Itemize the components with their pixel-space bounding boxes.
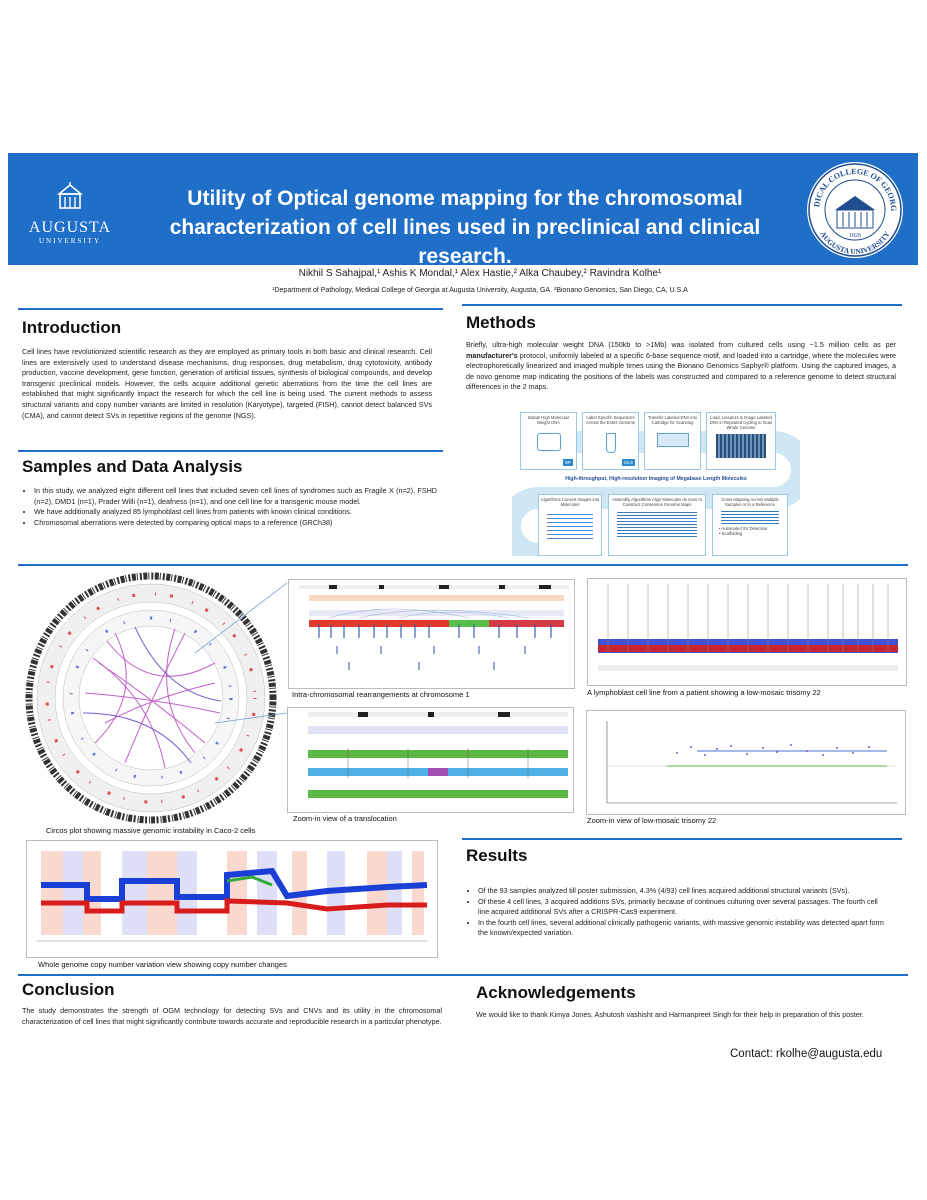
results-heading: Results: [466, 846, 528, 865]
trisomy-caption: A lymphoblast cell line from a patient s…: [587, 688, 821, 697]
workflow-step-assembly: Assembly Algorithms Align Molecules de n…: [608, 494, 706, 556]
workflow-banner: High-throughput, High-resolution Imaging…: [565, 476, 747, 482]
seal-year: 1828: [849, 233, 861, 239]
mosaic-zoom-caption: Zoom-in view of low-mosaic trisomy 22: [587, 816, 717, 825]
samples-heading: Samples and Data Analysis: [22, 457, 243, 476]
poster-title: Utility of Optical genome mapping for th…: [135, 184, 795, 271]
title-banner: [8, 153, 918, 265]
methods-heading: Methods: [466, 313, 536, 332]
workflow-step-label: Label Specific Sequences Across the Enti…: [582, 412, 639, 470]
section-divider: [18, 974, 908, 976]
workflow-step-crossmap: Cross Mapping Across Multiple Samples or…: [712, 494, 788, 556]
introduction-heading: Introduction: [22, 318, 122, 337]
workflow-step-isolate: Isolate High Molecular Weight DNA SP: [520, 412, 577, 470]
workflow-step-transfer: Transfer Labeled DNA into Cartridge for …: [644, 412, 701, 470]
methods-text-a: Briefly, ultra-high molecular weight DNA…: [466, 340, 896, 349]
chr1-caption: Intra-chromosomal rearrangements at chro…: [292, 690, 470, 699]
samples-bullet: In this study, we analyzed eight differe…: [34, 486, 437, 507]
trisomy-genome-panel: [587, 578, 907, 686]
introduction-text: Cell lines have revolutionized scientifi…: [22, 347, 432, 420]
results-bullet: Of these 4 cell lines, 3 acquired additi…: [478, 897, 886, 918]
results-bullet: Of the 93 samples analyzed till poster s…: [478, 886, 886, 897]
ogm-workflow-diagram: Isolate High Molecular Weight DNA SP Lab…: [499, 404, 813, 565]
university-building-icon: [56, 182, 84, 209]
contact-email: Contact: rkolhe@augusta.edu: [730, 1048, 883, 1060]
augusta-university-logo: AUGUSTA UNIVERSITY: [20, 182, 120, 245]
conclusion-text: The study demonstrates the strength of O…: [22, 1006, 442, 1026]
results-list: Of the 93 samples analyzed till poster s…: [466, 886, 886, 939]
title-line-2: characterization of cell lines used in p…: [169, 216, 761, 268]
acknowledgements-heading: Acknowledgements: [476, 983, 636, 1002]
circos-caption: Circos plot showing massive genomic inst…: [46, 826, 256, 835]
title-line-1: Utility of Optical genome mapping for th…: [187, 187, 743, 210]
conclusion-heading: Conclusion: [22, 980, 115, 999]
section-divider: [18, 308, 443, 310]
mosaic-trisomy-zoom-panel: [586, 710, 906, 815]
workflow-step-image: Load, Linearize & Image Labeled DNA in R…: [706, 412, 776, 470]
logo-subtitle: UNIVERSITY: [39, 237, 101, 245]
samples-bullet: We have additionally analyzed 85 lymphob…: [34, 507, 437, 518]
translocation-caption: Zoom-in view of a translocation: [293, 814, 397, 823]
acknowledgements-text: We would like to thank Kimya Jones, Ashu…: [476, 1010, 864, 1019]
methods-text-bold: manufacturer's: [466, 350, 518, 360]
sp-chip: SP: [562, 459, 573, 466]
methods-text-b: protocol, uniformly labeled at a specifi…: [466, 350, 896, 392]
results-bullet: In the fourth cell lines, several additi…: [478, 918, 886, 939]
chr1-rearrangement-panel: [288, 579, 575, 689]
section-divider: [18, 564, 908, 566]
section-divider: [462, 304, 902, 306]
mcg-seal-icon: MEDICAL COLLEGE OF GEORGIA AUGUSTA UNIVE…: [805, 160, 903, 258]
circos-plot: [25, 572, 287, 824]
section-divider: [18, 450, 443, 452]
circos-links: [84, 628, 221, 769]
translocation-panel: [287, 707, 574, 813]
author-list: Nikhil S Sahajpal,¹ Ashis K Mondal,¹ Ale…: [298, 268, 662, 279]
section-divider: [462, 838, 902, 840]
circos-outer-ring: [25, 572, 277, 824]
methods-text: Briefly, ultra-high molecular weight DNA…: [466, 340, 896, 393]
dls-chip: DLS: [622, 459, 635, 466]
workflow-step-algorithms: Algorithms Convert Images into Molecules: [538, 494, 602, 556]
logo-name: AUGUSTA: [28, 219, 112, 236]
affiliations: ¹Department of Pathology, Medical Colleg…: [272, 287, 688, 294]
samples-list: In this study, we analyzed eight differe…: [22, 486, 437, 528]
whole-genome-cnv-panel: [26, 840, 438, 958]
samples-bullet: Chromosomal aberrations were detected by…: [34, 518, 437, 529]
cnv-caption: Whole genome copy number variation view …: [38, 960, 287, 969]
